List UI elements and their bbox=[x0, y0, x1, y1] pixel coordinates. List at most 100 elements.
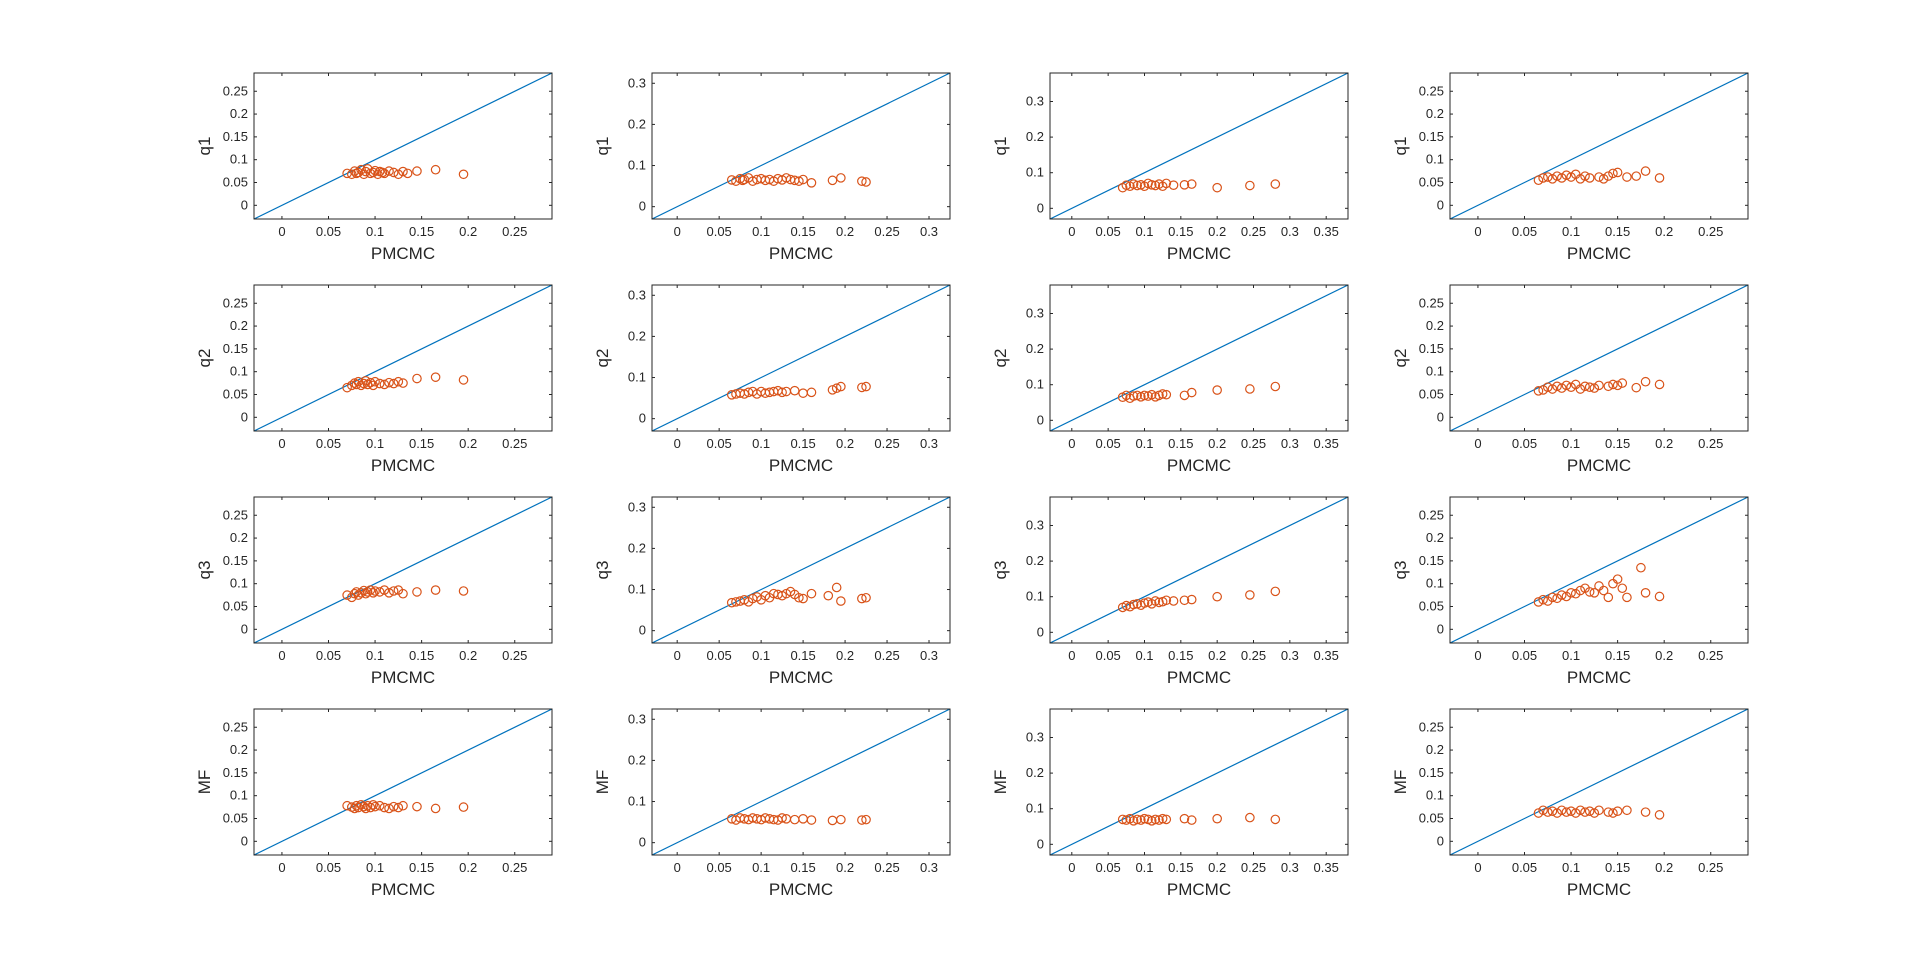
x-tick-label: 0.25 bbox=[502, 860, 527, 875]
scatter-point bbox=[1533, 175, 1544, 186]
scatter-point bbox=[1640, 807, 1651, 817]
scatter-point bbox=[827, 175, 838, 186]
x-tick-label: 0.1 bbox=[1135, 648, 1153, 663]
y-tick-label: 0.1 bbox=[230, 576, 248, 591]
scatter-point bbox=[1245, 590, 1255, 600]
scatter-point bbox=[1139, 390, 1150, 401]
y-axis-label: MF bbox=[593, 770, 612, 795]
subplot-r4-c3: 0 0.05 0.1 0.15 0.2 0.25 0.3 0.35 0 0.1 0.2 0.3 PMCM… bbox=[991, 708, 1349, 899]
y-tick-label: 0.25 bbox=[1419, 83, 1444, 98]
y-tick-label: 0.1 bbox=[628, 370, 646, 385]
scatter-point bbox=[1556, 805, 1567, 816]
scatter-point bbox=[747, 176, 758, 186]
scatter-point bbox=[1603, 171, 1614, 181]
scatter-point bbox=[1594, 805, 1604, 816]
scatter-points bbox=[1533, 376, 1665, 396]
scatter-point bbox=[1186, 387, 1197, 398]
scatter-point bbox=[1556, 590, 1567, 600]
scatter-point bbox=[1150, 814, 1161, 825]
scatter-point bbox=[861, 814, 871, 825]
scatter-point bbox=[1598, 585, 1609, 596]
scatter-point bbox=[1654, 810, 1665, 820]
x-tick-label: 0 bbox=[674, 860, 681, 875]
axes-box bbox=[253, 496, 553, 644]
x-axis-label: PMCMC bbox=[371, 244, 435, 263]
x-tick-label: 0.2 bbox=[836, 436, 854, 451]
y-tick-label: 0 bbox=[1037, 624, 1044, 639]
scatter-points bbox=[342, 372, 469, 393]
x-tick-label: 0 bbox=[674, 224, 681, 239]
subplot-r1-c3: 0 0.05 0.1 0.15 0.2 0.25 0.3 0.35 0 0.1 0.2 0.3 PMCM… bbox=[991, 72, 1349, 263]
scatter-point bbox=[430, 803, 441, 814]
scatter-point bbox=[362, 800, 373, 811]
scatter-point bbox=[1547, 806, 1558, 816]
x-tick-label: 0.25 bbox=[874, 436, 899, 451]
scatter-point bbox=[374, 800, 385, 811]
subplot-r2-c2: 0 0.05 0.1 0.15 0.2 0.25 0.3 0 0.1 0.2 0.3 PMCMC q2 bbox=[593, 284, 951, 475]
x-tick-label: 0.05 bbox=[316, 436, 341, 451]
axes-box bbox=[1449, 72, 1749, 220]
reference-line-y-equals-x bbox=[1050, 709, 1348, 855]
scatter-point bbox=[398, 166, 408, 177]
scatter-point bbox=[831, 383, 842, 394]
scatter-points bbox=[726, 381, 871, 400]
scatter-point bbox=[402, 168, 413, 179]
scatter-point bbox=[1179, 813, 1190, 824]
y-tick-label: 0 bbox=[1437, 621, 1444, 636]
scatter-point bbox=[1552, 808, 1562, 818]
scatter-point bbox=[1542, 382, 1553, 392]
scatter-point bbox=[362, 587, 373, 597]
scatter-point bbox=[1589, 383, 1600, 393]
scatter-point bbox=[1212, 591, 1222, 602]
scatter-point bbox=[1575, 174, 1586, 184]
scatter-point bbox=[1533, 597, 1544, 607]
scatter-point bbox=[398, 800, 408, 811]
reference-line-y-equals-x bbox=[1450, 497, 1748, 643]
x-tick-label: 0.3 bbox=[920, 648, 938, 663]
scatter-point bbox=[398, 588, 408, 599]
x-tick-label: 0.15 bbox=[409, 648, 434, 663]
scatter-point bbox=[1617, 583, 1628, 594]
scatter-point bbox=[368, 167, 378, 178]
y-tick-label: 0.25 bbox=[223, 295, 248, 310]
y-tick-label: 0.1 bbox=[1026, 801, 1044, 816]
y-axis-label: q2 bbox=[991, 349, 1010, 368]
scatter-point bbox=[1270, 381, 1281, 392]
y-tick-label: 0.15 bbox=[223, 765, 248, 780]
subplot-r2-c4: 0 0.05 0.1 0.15 0.2 0.25 0 0.05 0.1 0.15 0.2 0.25 PM… bbox=[1391, 284, 1749, 475]
scatter-points bbox=[726, 582, 871, 608]
scatter-point bbox=[393, 376, 404, 387]
y-tick-label: 0 bbox=[1437, 197, 1444, 212]
y-tick-label: 0 bbox=[1037, 836, 1044, 851]
scatter-point bbox=[351, 800, 362, 811]
scatter-point bbox=[1640, 376, 1651, 387]
axes-box bbox=[1049, 496, 1349, 644]
scatter-point bbox=[1552, 381, 1562, 392]
x-axis-label: PMCMC bbox=[371, 880, 435, 899]
x-tick-label: 0.15 bbox=[790, 224, 815, 239]
scatter-point bbox=[1654, 379, 1665, 390]
scatter-point bbox=[374, 378, 385, 389]
x-tick-label: 0.2 bbox=[836, 648, 854, 663]
y-tick-label: 0.15 bbox=[1419, 553, 1444, 568]
x-tick-label: 0.1 bbox=[752, 648, 770, 663]
scatter-point bbox=[1161, 814, 1172, 825]
x-tick-label: 0.15 bbox=[1168, 648, 1193, 663]
y-tick-label: 0.05 bbox=[223, 811, 248, 826]
scatter-point bbox=[393, 169, 404, 180]
x-tick-label: 0.15 bbox=[790, 860, 815, 875]
scatter-point bbox=[360, 166, 371, 177]
scatter-point bbox=[1622, 592, 1632, 603]
scatter-point bbox=[346, 169, 357, 180]
axes-box bbox=[651, 708, 951, 856]
y-tick-label: 0.25 bbox=[1419, 295, 1444, 310]
y-tick-label: 0.15 bbox=[223, 341, 248, 356]
x-tick-label: 0.25 bbox=[874, 648, 899, 663]
scatter-point bbox=[827, 815, 838, 826]
reference-line-y-equals-x bbox=[254, 285, 552, 431]
x-axis-label: PMCMC bbox=[769, 880, 833, 899]
axes-box bbox=[1449, 708, 1749, 856]
x-tick-label: 0.2 bbox=[1208, 648, 1226, 663]
scatter-point bbox=[342, 590, 352, 600]
scatter-point bbox=[1161, 178, 1172, 189]
